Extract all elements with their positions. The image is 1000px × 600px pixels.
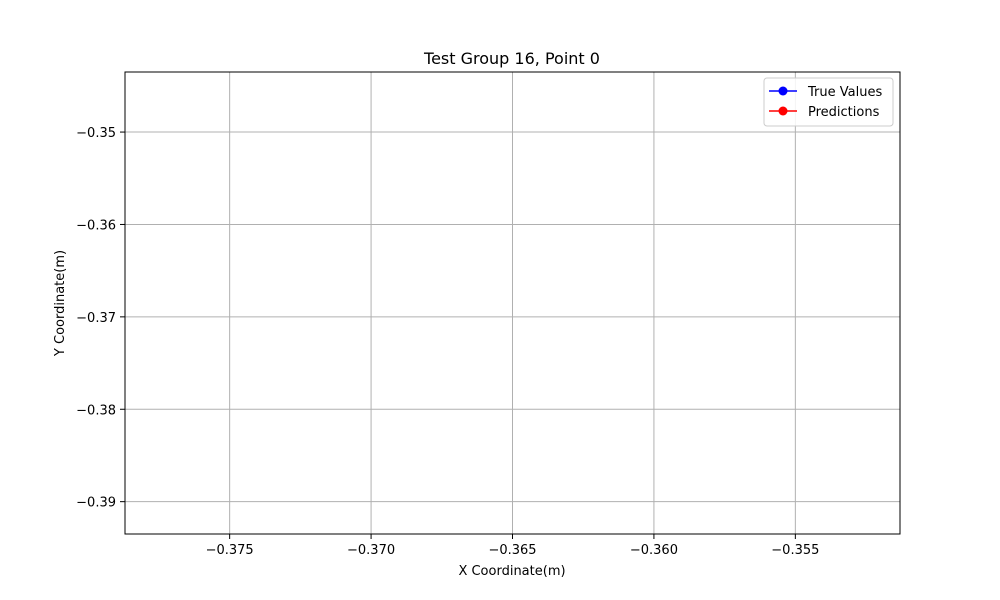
x-axis-label: X Coordinate(m) [458, 564, 565, 579]
legend-label: True Values [807, 85, 882, 100]
y-axis-label: Y Coordinate(m) [53, 250, 68, 357]
x-axis-ticks: −0.375 −0.370 −0.365 −0.360 −0.355 [206, 534, 819, 558]
chart-title: Test Group 16, Point 0 [423, 49, 600, 68]
y-tick-label: −0.35 [76, 126, 116, 141]
x-tick-label: −0.360 [630, 543, 678, 558]
x-tick-label: −0.365 [488, 543, 536, 558]
y-tick-label: −0.38 [76, 403, 116, 418]
legend-box [763, 77, 894, 127]
grid-lines [125, 72, 900, 534]
x-tick-label: −0.355 [771, 543, 819, 558]
y-axis-ticks: −0.35 −0.36 −0.37 −0.38 −0.39 [76, 126, 125, 511]
legend-label: Predictions [808, 105, 880, 120]
x-tick-label: −0.370 [347, 543, 395, 558]
y-tick-label: −0.39 [76, 496, 116, 511]
x-tick-label: −0.375 [206, 543, 254, 558]
legend-marker [778, 106, 788, 116]
y-tick-label: −0.36 [76, 218, 116, 233]
legend: True Values Predictions [763, 77, 894, 127]
legend-marker [778, 86, 788, 96]
y-tick-label: −0.37 [76, 311, 116, 326]
